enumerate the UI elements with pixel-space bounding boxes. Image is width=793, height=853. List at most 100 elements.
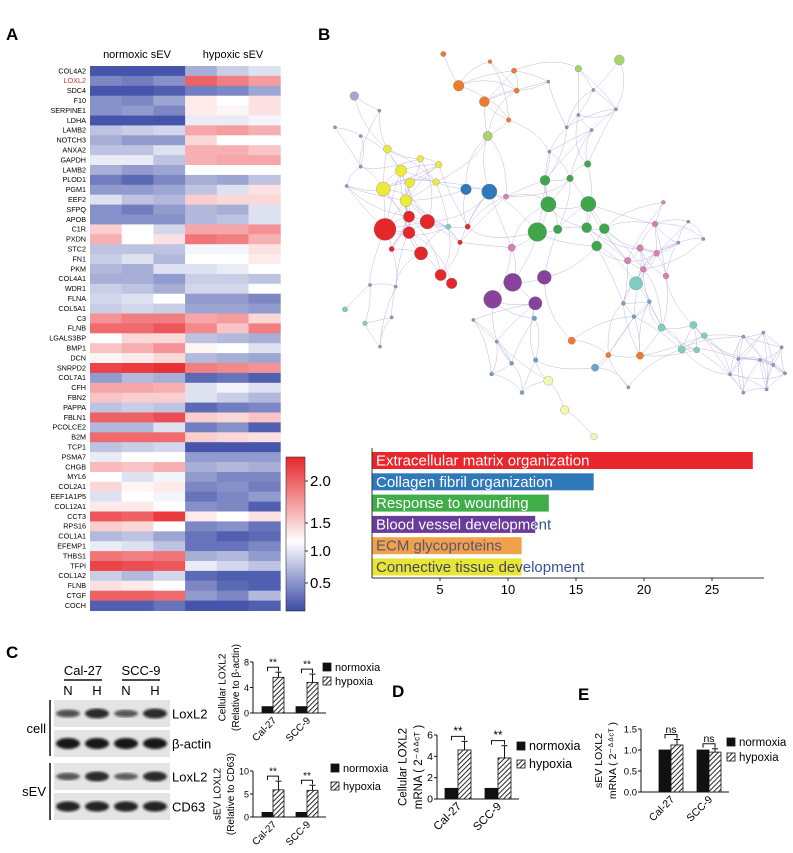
- significance-bracket: [267, 666, 279, 672]
- network-edge: [780, 347, 786, 374]
- network-edge: [473, 303, 536, 321]
- heatmap-cell: [153, 75, 186, 87]
- heatmap-cell: [248, 402, 281, 413]
- lane-label: N: [63, 683, 72, 698]
- heatmap-cell: [153, 165, 186, 176]
- network-node: [435, 161, 443, 169]
- network-edge: [615, 59, 624, 110]
- heatmap-cell: [185, 570, 218, 582]
- network-edge: [549, 129, 592, 152]
- heatmap-cell: [121, 353, 154, 364]
- heatmap-cell: [248, 214, 281, 225]
- heatmap-cell: [90, 353, 123, 364]
- panel-label-a: A: [6, 25, 18, 44]
- gene-label: FBLN1: [64, 413, 86, 422]
- heatmap-cell: [121, 551, 154, 562]
- heatmap-cell: [121, 85, 154, 97]
- network-edge: [511, 363, 523, 393]
- y-axis-label: (Relative to CD63): [226, 753, 237, 835]
- heatmap-cell: [90, 590, 123, 602]
- network-edge: [459, 196, 507, 243]
- blot-band: [85, 801, 109, 812]
- gene-label: WDR1: [65, 284, 86, 293]
- network-edge: [360, 135, 364, 167]
- gene-label: APOB: [66, 215, 86, 224]
- network-node: [686, 219, 691, 224]
- enrichment-bar-label: Collagen fibril organization: [376, 474, 553, 491]
- heatmap-cell: [185, 323, 218, 334]
- heatmap-cell: [185, 115, 218, 126]
- network-edge: [473, 319, 512, 364]
- network-node: [567, 336, 576, 345]
- network-node: [358, 134, 363, 138]
- network-edge: [334, 127, 361, 167]
- network-graph: [333, 51, 787, 441]
- heatmap-cell: [121, 214, 154, 225]
- heatmap-cell: [216, 422, 249, 433]
- network-edge: [588, 203, 656, 225]
- network-node: [543, 375, 554, 386]
- heatmap-cell: [121, 363, 154, 374]
- band-label: CD63: [172, 800, 205, 815]
- heatmap-cell: [185, 254, 218, 265]
- network-edge: [491, 341, 498, 375]
- heatmap-cell: [248, 422, 281, 433]
- heatmap-cell: [153, 244, 186, 255]
- network-node: [771, 363, 776, 367]
- heatmap-cell: [185, 165, 218, 176]
- bar-hypoxia: [306, 682, 319, 714]
- heatmap-cell: [185, 273, 218, 285]
- network-node: [624, 257, 632, 265]
- network-node: [376, 181, 391, 197]
- heatmap-cell: [121, 422, 154, 433]
- network-edge: [458, 85, 509, 121]
- network-edge: [458, 80, 517, 91]
- network-edge: [571, 316, 635, 341]
- heatmap-cell: [185, 135, 218, 146]
- heatmap-cell: [121, 244, 154, 255]
- network-node: [758, 358, 762, 362]
- heatmap-cell: [121, 323, 154, 334]
- network-node: [647, 299, 652, 304]
- network-edge: [448, 226, 468, 229]
- gene-label: LGALS3BP: [49, 334, 86, 343]
- heatmap-cell: [153, 481, 186, 493]
- heatmap-cell: [121, 145, 154, 156]
- network-edge: [496, 341, 549, 381]
- heatmap-cell: [216, 313, 249, 324]
- heatmap-cell: [248, 501, 281, 512]
- heatmap-cell: [185, 66, 218, 77]
- network-edge: [571, 340, 609, 356]
- network-node: [479, 96, 490, 107]
- network-edge: [473, 319, 492, 375]
- heatmap-cell: [153, 224, 186, 235]
- heatmap-cell: [185, 561, 218, 572]
- network-edge: [628, 349, 682, 388]
- gene-label: FLNB: [68, 581, 87, 590]
- gene-label: COL2A1: [58, 482, 86, 491]
- heatmap-cell: [248, 115, 281, 126]
- blot-band: [143, 738, 167, 749]
- network-edge: [639, 349, 697, 357]
- enrichment-bar: [372, 558, 522, 576]
- network-edge: [654, 223, 704, 240]
- heatmap-cell: [121, 135, 154, 146]
- heatmap-cell: [216, 75, 249, 87]
- colorbar-tick-label: 1.0: [310, 543, 331, 560]
- network-edge: [346, 166, 361, 187]
- heatmap-cell: [153, 204, 186, 215]
- y-axis-label: sEV LOXL2: [212, 767, 223, 820]
- network-edge: [596, 245, 637, 284]
- network-edge: [585, 129, 592, 165]
- network-node: [416, 155, 424, 163]
- heatmap-cell: [121, 165, 154, 176]
- heatmap-cell: [121, 452, 154, 463]
- heatmap-cell: [121, 600, 154, 611]
- network-edge: [391, 286, 396, 318]
- network-edge: [661, 275, 668, 328]
- network-edge: [473, 319, 497, 342]
- network-edge: [391, 248, 397, 287]
- significance-bracket: [451, 735, 465, 741]
- heatmap-cell: [216, 561, 249, 572]
- network-node: [482, 131, 493, 141]
